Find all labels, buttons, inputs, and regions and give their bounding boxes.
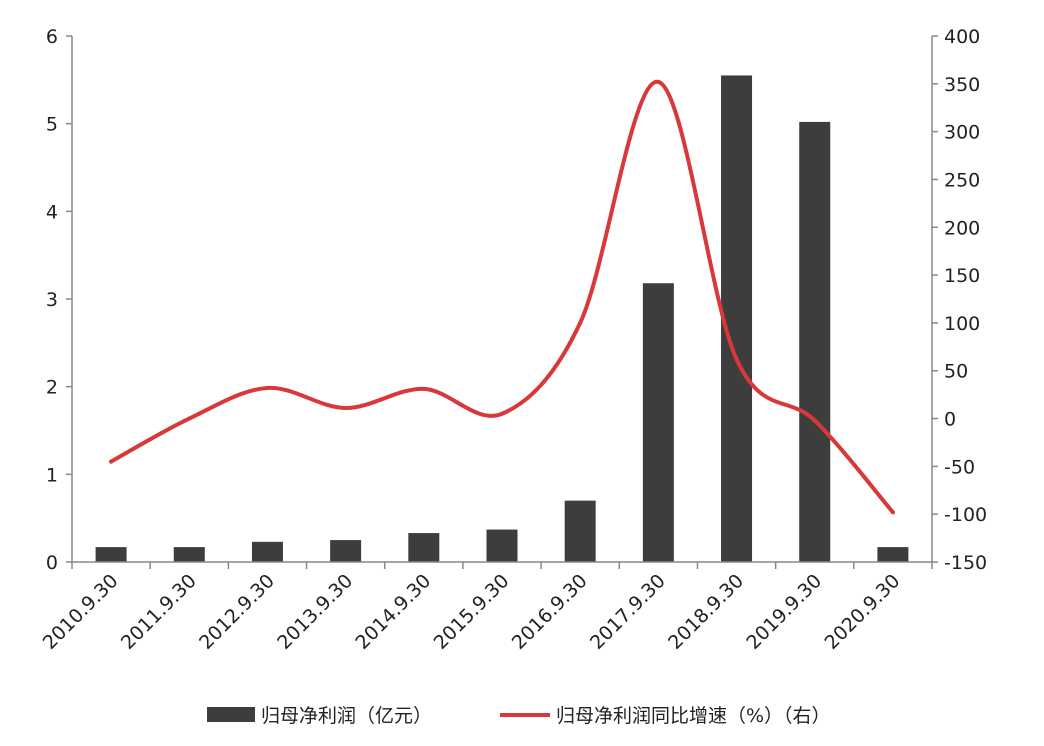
x-axis-category-label: 2013.9.30 xyxy=(273,570,357,654)
growth-line xyxy=(109,79,895,515)
line-point xyxy=(890,510,895,515)
right-axis-tick-label: 350 xyxy=(944,74,980,96)
right-axis-tick-label: -150 xyxy=(944,552,987,574)
left-axis-tick-label: 1 xyxy=(46,464,58,486)
line-series-layer xyxy=(109,79,895,515)
bar xyxy=(251,541,283,562)
left-axis-tick-label: 5 xyxy=(46,114,58,136)
right-axis-tick-label: 200 xyxy=(944,217,980,239)
bar xyxy=(95,547,127,562)
line-point xyxy=(578,320,583,325)
bar-series-layer xyxy=(95,75,909,562)
legend: 归母净利润（亿元） 归母净利润同比增速（%）（右） xyxy=(207,705,831,727)
bar xyxy=(799,121,831,562)
x-axis-category-label: 2014.9.30 xyxy=(351,570,435,654)
bar xyxy=(486,529,518,562)
legend-bar-label: 归母净利润（亿元） xyxy=(261,705,432,727)
right-axis-tick-label: 150 xyxy=(944,265,980,287)
right-axis-tick-label: 300 xyxy=(944,122,980,144)
x-axis-category-label: 2010.9.30 xyxy=(39,570,123,654)
bar xyxy=(564,500,596,562)
left-axis-tick-label: 2 xyxy=(46,377,58,399)
right-axis-tick-label: 400 xyxy=(944,26,980,48)
line-point xyxy=(343,406,348,411)
left-axis-tick-label: 4 xyxy=(46,201,58,223)
x-axis-category-label: 2019.9.30 xyxy=(742,570,826,654)
line-point xyxy=(421,386,426,391)
bar xyxy=(877,547,909,562)
x-axis-category-label: 2018.9.30 xyxy=(664,570,748,654)
x-axis-category-label: 2012.9.30 xyxy=(195,570,279,654)
x-axis-category-label: 2016.9.30 xyxy=(508,570,592,654)
right-axis-tick-label: -50 xyxy=(944,456,975,478)
x-axis-category-label: 2020.9.30 xyxy=(821,570,905,654)
x-axis-category-label: 2017.9.30 xyxy=(586,570,670,654)
left-axis-tick-label: 6 xyxy=(46,26,58,48)
x-axis-category-label: 2015.9.30 xyxy=(430,570,514,654)
left-axis-tick-label: 0 xyxy=(46,552,58,574)
left-axis-tick-label: 3 xyxy=(46,289,58,311)
line-point xyxy=(187,416,192,421)
line-point xyxy=(500,411,504,416)
right-axis-tick-label: -100 xyxy=(944,504,987,526)
legend-line-label: 归母净利润同比增速（%）（右） xyxy=(556,705,831,727)
right-axis-tick-label: 50 xyxy=(944,361,968,383)
line-point xyxy=(265,385,270,390)
legend-bar-swatch xyxy=(207,707,255,722)
line-point xyxy=(109,459,114,464)
right-axis-tick-label: 100 xyxy=(944,313,980,335)
bar xyxy=(642,283,674,562)
right-axis-tick-label: 250 xyxy=(944,169,980,191)
line-point xyxy=(656,79,661,84)
line-point xyxy=(734,357,739,362)
bar xyxy=(330,540,362,562)
right-axis-tick-label: 0 xyxy=(944,409,956,431)
bar xyxy=(408,533,440,562)
bar xyxy=(721,75,753,562)
x-axis-category-label: 2011.9.30 xyxy=(117,570,201,654)
line-point xyxy=(812,418,817,423)
bar xyxy=(173,547,205,562)
